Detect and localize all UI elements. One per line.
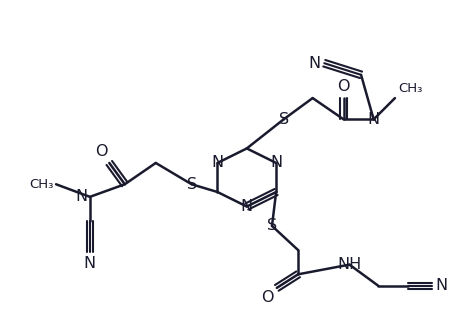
Text: N: N: [212, 155, 224, 171]
Text: O: O: [338, 79, 350, 94]
Text: N: N: [436, 278, 448, 293]
Text: CH₃: CH₃: [29, 178, 53, 191]
Text: N: N: [270, 155, 282, 171]
Text: N: N: [75, 189, 87, 204]
Text: N: N: [308, 56, 320, 71]
Text: N: N: [368, 112, 380, 127]
Text: O: O: [95, 144, 108, 159]
Text: CH₃: CH₃: [398, 82, 422, 95]
Text: N: N: [241, 199, 253, 214]
Text: S: S: [267, 218, 277, 234]
Text: N: N: [84, 256, 96, 271]
Text: S: S: [187, 177, 197, 192]
Text: NH: NH: [338, 257, 361, 272]
Text: O: O: [261, 290, 274, 305]
Text: S: S: [279, 112, 288, 127]
